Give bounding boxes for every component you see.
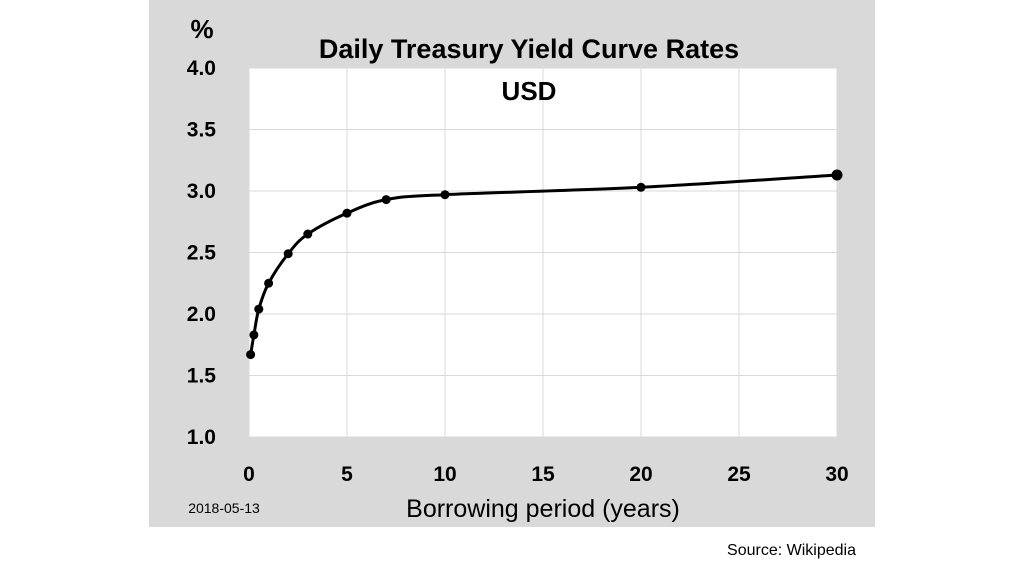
x-tick-label: 10	[433, 463, 456, 486]
chart-subtitle: USD	[502, 76, 557, 106]
y-tick-label: 3.0	[187, 180, 216, 203]
x-tick-label: 25	[727, 463, 751, 486]
data-point	[342, 208, 352, 218]
y-tick-label: 3.5	[187, 119, 217, 142]
data-point	[303, 229, 313, 239]
data-point	[249, 330, 259, 340]
x-tick-label: 20	[629, 463, 652, 486]
data-point	[264, 278, 274, 288]
x-tick-label: 5	[341, 463, 353, 486]
y-tick-label: 2.0	[187, 303, 216, 326]
x-axis-label: Borrowing period (years)	[406, 495, 680, 523]
y-tick-label: 1.0	[187, 426, 216, 449]
data-point	[831, 169, 843, 181]
series-layer	[246, 169, 843, 360]
data-point	[636, 182, 646, 192]
data-point	[254, 304, 264, 314]
chart-title: Daily Treasury Yield Curve Rates	[319, 34, 739, 64]
x-tick-label: 0	[243, 463, 255, 486]
data-point	[381, 195, 391, 205]
date-label: 2018-05-13	[188, 500, 260, 516]
x-tick-label: 15	[531, 463, 555, 486]
y-tick-label: 1.5	[187, 365, 217, 388]
x-tick-label: 30	[825, 463, 848, 486]
y-tick-label: 2.5	[187, 242, 217, 265]
data-point	[246, 350, 256, 360]
y-tick-label: 4.0	[187, 57, 216, 80]
y-axis-label: %	[190, 14, 213, 44]
source-note: Source: Wikipedia	[727, 542, 856, 559]
axes: 0 5 10 15 20 25 30 1.0 1.5 2.0 2.5 3.0 3.5 4.0	[187, 57, 849, 486]
data-point	[440, 190, 450, 200]
data-point	[283, 249, 293, 259]
